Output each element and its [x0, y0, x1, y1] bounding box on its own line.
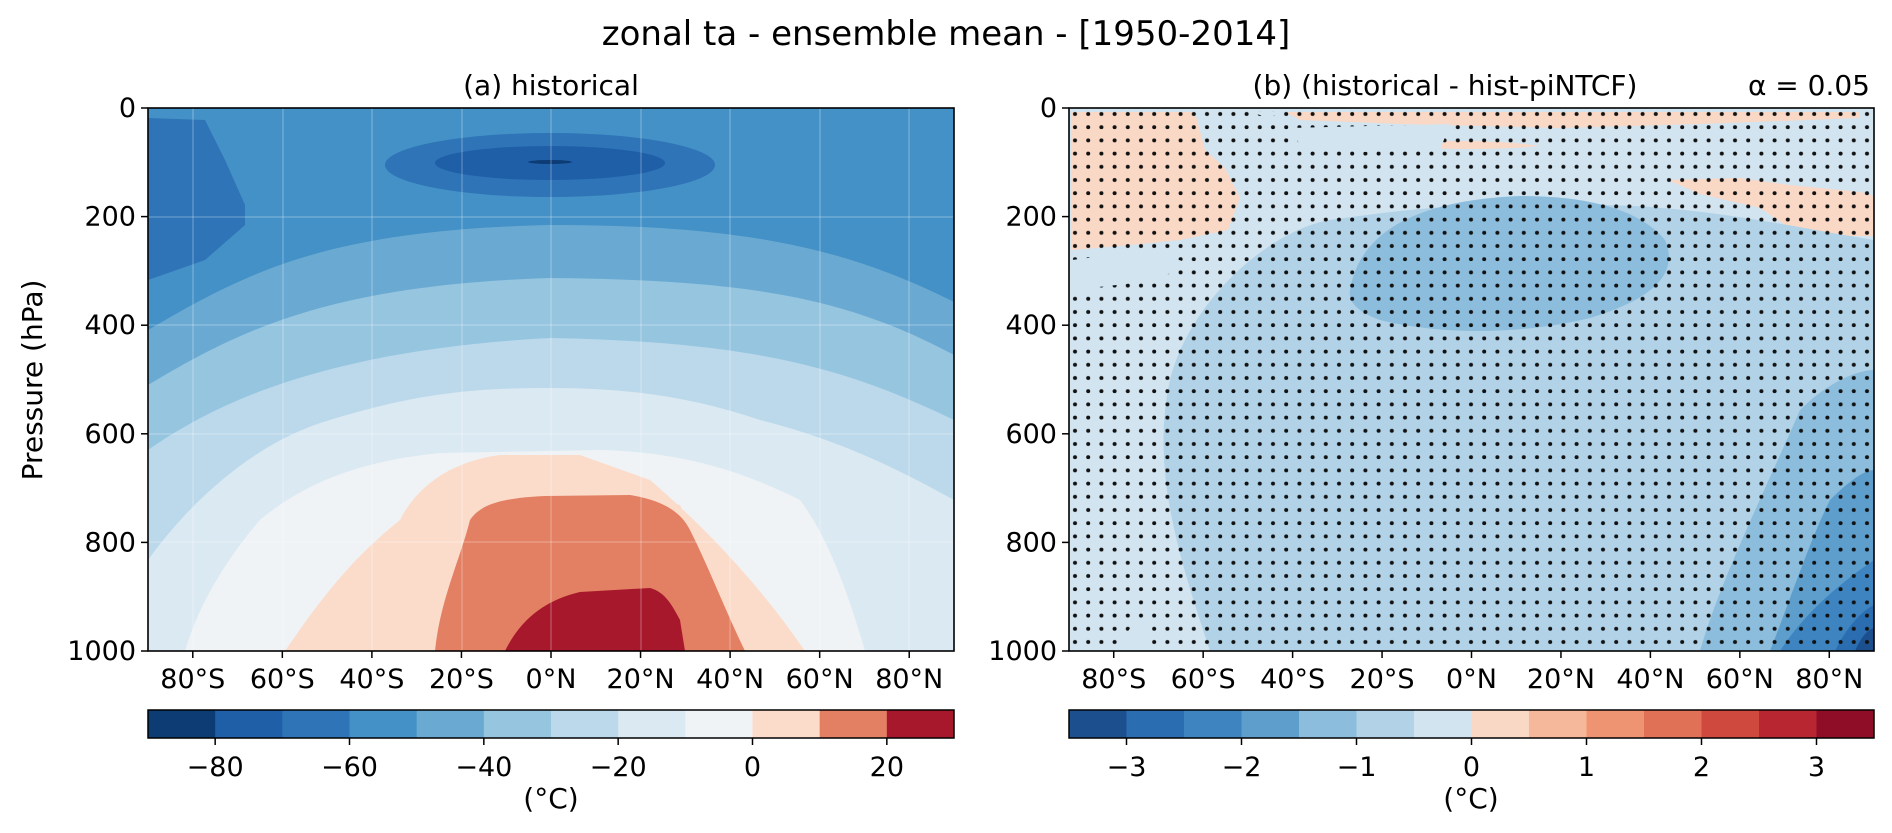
figure-title: zonal ta - ensemble mean - [1950-2014] [602, 14, 1290, 54]
panel-a-y-tick-label: 800 [84, 527, 136, 558]
panel-a-colorbar-tick-label: 20 [870, 752, 904, 783]
panel-b-colorbar-swatch [1759, 710, 1817, 738]
panel-a-colorbar-tick-label: −60 [321, 752, 378, 783]
panel-a-x-tick-label: 60°N [786, 664, 854, 695]
panel-a-x-tick-label: 80°N [875, 664, 943, 695]
panel-b-x-tick-label: 20°N [1527, 664, 1595, 695]
panel-a-colorbar-tick-label: −80 [187, 752, 244, 783]
panel-a-subtitle: (a) historical [463, 69, 639, 102]
panel-b-colorbar-tick-label: 1 [1578, 752, 1595, 783]
panel-b-x-ticks: 80°S 60°S 40°S 20°S 0°N 20°N 40°N 60°N 80°N [1081, 651, 1863, 695]
panel-a-y-tick-label: 200 [84, 202, 136, 233]
panel-b-colorbar-swatch [1529, 710, 1587, 738]
panel-a-x-tick-label: 60°S [250, 664, 315, 695]
panel-b-x-tick-label: 40°S [1260, 664, 1325, 695]
panel-a: (a) historical [16, 69, 955, 815]
panel-b-colorbar-swatch [1184, 710, 1242, 738]
panel-a-colorbar-swatch [618, 710, 686, 738]
panel-b-colorbar-swatch [1299, 710, 1357, 738]
panel-b-colorbar-swatch [1816, 710, 1875, 738]
panel-b-x-tick-label: 80°S [1081, 664, 1146, 695]
panel-b-colorbar-swatch [1126, 710, 1185, 738]
panel-b-x-tick-label: 20°S [1350, 664, 1415, 695]
panel-a-x-tick-label: 80°S [160, 664, 225, 695]
panel-b-colorbar-swatch [1414, 710, 1472, 738]
panel-a-y-tick-label: 0 [119, 93, 136, 124]
panel-b-y-tick-label: 600 [1005, 419, 1057, 450]
panel-b-x-tick-label: 60°N [1706, 664, 1774, 695]
panel-a-colorbar-swatch [483, 710, 552, 738]
panel-a-colorbar-swatch [215, 710, 283, 738]
panel-a-colorbar-swatch [349, 710, 418, 738]
panel-b-y-tick-label: 400 [1005, 310, 1057, 341]
panel-b-x-tick-label: 40°N [1616, 664, 1684, 695]
panel-a-colorbar-swatch [551, 710, 619, 738]
panel-a-x-tick-label: 40°S [339, 664, 404, 695]
panel-a-x-tick-label: 40°N [696, 664, 764, 695]
panel-a-colorbar-tick-label: −40 [455, 752, 512, 783]
panel-a-ylabel: Pressure (hPa) [16, 280, 49, 481]
panel-a-contour-field [148, 108, 954, 651]
panel-b-colorbar-tick-label: 0 [1463, 752, 1480, 783]
panel-a-colorbar-frame [147, 709, 955, 739]
panel-a-colorbar-swatch [282, 710, 350, 738]
panel-a-colorbar: −80 −60 −40 −20 0 20 [147, 709, 955, 783]
panel-b-colorbar-swatch [1069, 710, 1127, 738]
panel-b-colorbar-tick-label: 2 [1693, 752, 1710, 783]
panel-a-y-tick-label: 600 [84, 419, 136, 450]
panel-b-y-tick-label: 1000 [988, 636, 1057, 667]
panel-b-alpha-annotation: α = 0.05 [1748, 69, 1870, 102]
panel-b-x-tick-label: 60°S [1171, 664, 1236, 695]
panel-b-colorbar-label: (°C) [1443, 782, 1498, 815]
panel-a-colorbar-swatch [416, 710, 485, 738]
panel-a-colorbar-swatch [685, 710, 753, 738]
panel-a-y-tick-label: 400 [84, 310, 136, 341]
panel-b-y-tick-label: 200 [1005, 202, 1057, 233]
panel-b-contour-field [1069, 108, 1874, 651]
panel-a-colorbar-swatch [819, 710, 888, 738]
panel-b-y-tick-label: 0 [1040, 93, 1057, 124]
panel-a-colorbar-label: (°C) [523, 782, 578, 815]
panel-b-colorbar-swatch [1471, 710, 1530, 738]
panel-b-x-tick-label: 80°N [1795, 664, 1863, 695]
panel-a-colorbar-swatch [752, 710, 821, 738]
panel-b-subtitle: (b) (historical - hist-piNTCF) [1253, 69, 1638, 102]
panel-b-y-tick-label: 800 [1005, 527, 1057, 558]
panel-b-x-tick-label: 0°N [1446, 664, 1497, 695]
panel-a-colorbar-swatch [886, 710, 955, 738]
panel-a-x-tick-label: 20°N [607, 664, 675, 695]
panel-a-x-tick-label: 20°S [429, 664, 494, 695]
panel-b-colorbar-tick-label: −1 [1337, 752, 1377, 783]
panel-a-x-ticks: 80°S 60°S 40°S 20°S 0°N 20°N 40°N 60°N 80°N [160, 651, 943, 695]
panel-b-colorbar-tick-label: −3 [1107, 752, 1147, 783]
panel-a-colorbar-tick-label: −20 [590, 752, 647, 783]
panel-a-y-tick-label: 1000 [67, 636, 136, 667]
panel-a-x-tick-label: 0°N [526, 664, 577, 695]
panel-b-colorbar-swatch [1241, 710, 1300, 738]
panel-b-colorbar-swatch [1701, 710, 1760, 738]
panel-b-colorbar: −3 −2 −1 0 1 2 3 [1068, 709, 1875, 783]
panel-b-colorbar-tick-label: 3 [1808, 752, 1825, 783]
panel-a-colorbar-swatch [148, 710, 216, 738]
panel-b-y-ticks: 0 200 400 600 800 1000 [988, 93, 1069, 667]
panel-b-colorbar-swatch [1644, 710, 1702, 738]
panel-b-colorbar-swatch [1356, 710, 1415, 738]
panel-b-colorbar-tick-label: −2 [1222, 752, 1262, 783]
panel-a-y-ticks: 0 200 400 600 800 1000 [67, 93, 148, 667]
panel-b: (b) (historical - hist-piNTCF) α = 0.05 [988, 69, 1875, 815]
panel-b-colorbar-swatch [1586, 710, 1645, 738]
panel-a-colorbar-tick-label: 0 [744, 752, 761, 783]
